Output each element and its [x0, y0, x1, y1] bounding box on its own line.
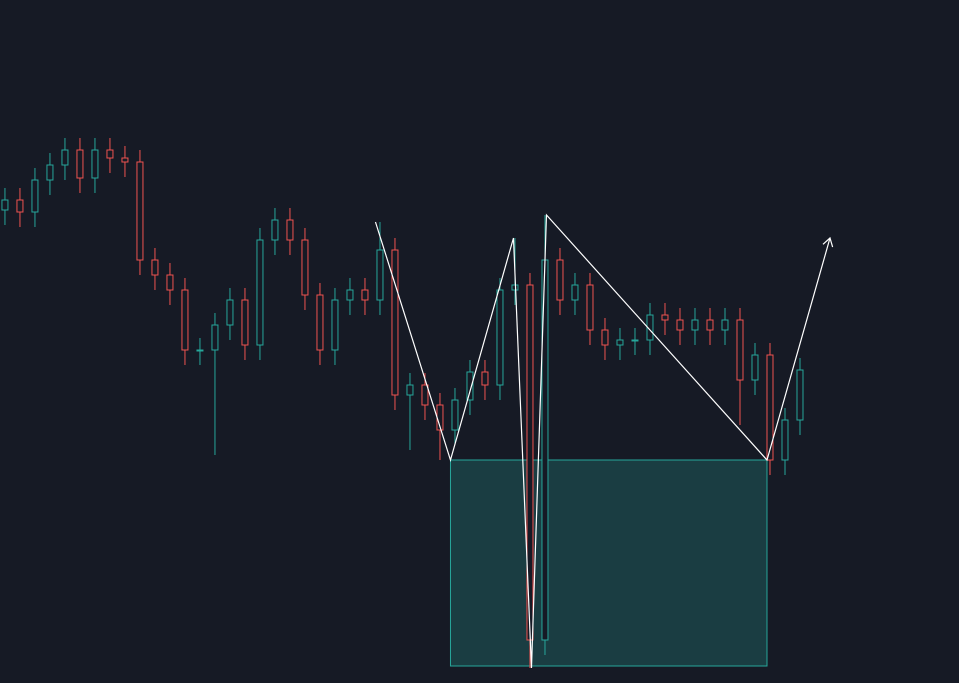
candle-body [721, 319, 729, 331]
candle-body [466, 371, 474, 401]
candle-body [616, 339, 624, 346]
candle-body [226, 299, 234, 326]
candle-body [451, 399, 459, 431]
candle-body [151, 259, 159, 276]
candle-body [16, 199, 24, 213]
candle-body [571, 284, 579, 301]
candle-body [331, 299, 339, 351]
candle-body [736, 319, 744, 381]
candle-body [706, 319, 714, 331]
candle-body [796, 369, 804, 421]
candle-body [556, 259, 564, 301]
candle-body [751, 354, 759, 381]
candle-body [496, 289, 504, 386]
candle-body [196, 349, 204, 352]
candle-body [421, 384, 429, 406]
candle-body [121, 157, 129, 163]
candle-body [166, 274, 174, 291]
candle-body [631, 339, 639, 342]
candle-body [301, 239, 309, 296]
candle-body [136, 161, 144, 261]
candle-body [46, 164, 54, 181]
candle-body [766, 354, 774, 461]
candle-body [241, 299, 249, 346]
candle-body [286, 219, 294, 241]
candle-body [1, 199, 9, 211]
candle-body [256, 239, 264, 346]
candle-body [106, 149, 114, 159]
candle-body [31, 179, 39, 213]
candle-body [391, 249, 399, 396]
candle-body [406, 384, 414, 396]
candle-body [586, 284, 594, 331]
zigzag-line [374, 213, 834, 669]
candle-body [601, 329, 609, 346]
candle-body [676, 319, 684, 331]
candle-body [316, 294, 324, 351]
candle-body [781, 419, 789, 461]
candle-body [691, 319, 699, 331]
candle-body [271, 219, 279, 241]
zone [449, 459, 768, 667]
candle-body [361, 289, 369, 301]
candle-body [376, 249, 384, 301]
candle-body [61, 149, 69, 166]
candle-body [91, 149, 99, 179]
candle-body [76, 149, 84, 179]
candle-body [481, 371, 489, 386]
candle-body [211, 324, 219, 351]
candle-body [181, 289, 189, 351]
candle-body [346, 289, 354, 301]
candle-body [661, 314, 669, 321]
